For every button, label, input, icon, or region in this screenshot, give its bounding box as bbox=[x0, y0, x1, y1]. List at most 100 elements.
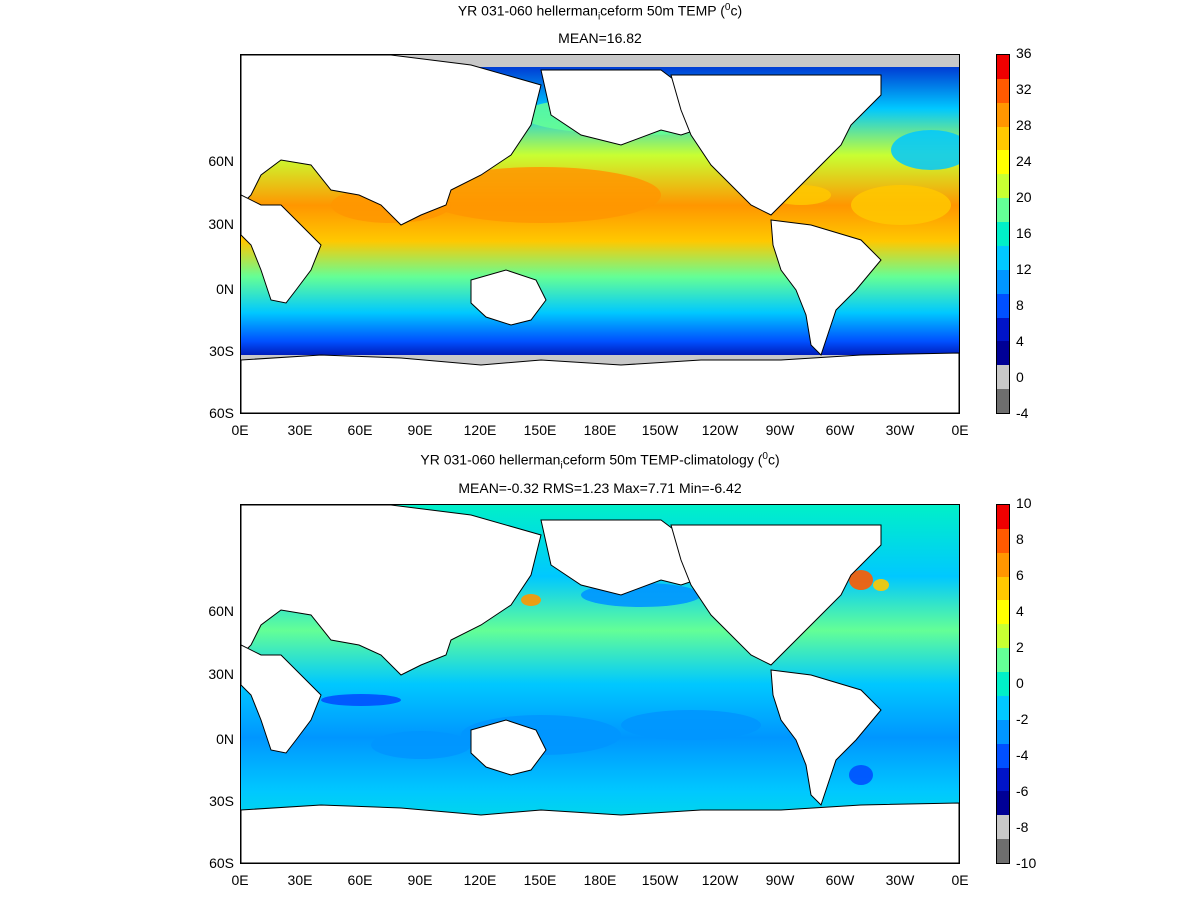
colorbar-segment bbox=[997, 317, 1009, 342]
colorbar-tick-label: 6 bbox=[1016, 567, 1024, 583]
anomaly-blob bbox=[521, 594, 541, 606]
x-tick-label: 90W bbox=[765, 422, 795, 438]
x-tick-label: 30W bbox=[885, 422, 915, 438]
top-map-title: YR 031-060 hellermaniceform 50m TEMP (0c… bbox=[0, 2, 1200, 22]
land-mass bbox=[241, 352, 959, 413]
colorbar-tick-label: 28 bbox=[1016, 117, 1032, 133]
colorbar-tick-label: 0 bbox=[1016, 369, 1024, 385]
x-tick-label: 150E bbox=[523, 872, 557, 888]
colorbar-tick-label: 20 bbox=[1016, 189, 1032, 205]
x-tick-label: 60E bbox=[347, 872, 373, 888]
x-tick-label: 60E bbox=[347, 422, 373, 438]
anomaly-blob bbox=[621, 710, 761, 740]
x-tick-label: 90E bbox=[407, 872, 433, 888]
colorbar-tick-label: 24 bbox=[1016, 153, 1032, 169]
y-tick-label: 0N bbox=[216, 731, 234, 747]
x-tick-label: 150E bbox=[523, 422, 557, 438]
temperature-blob bbox=[421, 167, 661, 223]
x-tick-label: 90E bbox=[407, 422, 433, 438]
top-map-svg bbox=[241, 55, 959, 413]
colorbar-tick-label: 12 bbox=[1016, 261, 1032, 277]
colorbar-segment bbox=[997, 791, 1009, 816]
colorbar-tick-label: -4 bbox=[1016, 405, 1029, 421]
temperature-blob bbox=[851, 185, 951, 225]
title-text: YR 031-060 hellerman bbox=[420, 451, 561, 468]
anomaly-blob bbox=[321, 694, 401, 706]
land-mass bbox=[241, 802, 959, 863]
top-map-panel bbox=[240, 54, 960, 414]
title-text: c) bbox=[767, 451, 780, 468]
colorbar-tick-label: 36 bbox=[1016, 45, 1032, 61]
colorbar-segment bbox=[997, 389, 1009, 414]
land-mass bbox=[241, 194, 322, 304]
colorbar-segment bbox=[997, 624, 1009, 649]
land-mass bbox=[241, 55, 542, 226]
x-tick-label: 30W bbox=[885, 872, 915, 888]
land-mass bbox=[770, 669, 882, 806]
colorbar-segment bbox=[997, 695, 1009, 721]
colorbar-tick-label: 10 bbox=[1016, 495, 1032, 511]
title-text: YR 031-060 hellerman bbox=[457, 2, 598, 19]
anomaly-blob bbox=[371, 731, 471, 759]
title-subscript: i bbox=[597, 11, 601, 23]
colorbar-segment bbox=[997, 269, 1009, 295]
y-tick-label: 60S bbox=[209, 405, 234, 421]
x-tick-label: 120E bbox=[463, 872, 497, 888]
colorbar-tick-label: 32 bbox=[1016, 81, 1032, 97]
land-mass bbox=[241, 644, 322, 754]
colorbar-segment bbox=[997, 126, 1009, 151]
land-mass bbox=[470, 719, 547, 776]
y-tick-label: 60N bbox=[208, 153, 234, 169]
colorbar-tick-label: 4 bbox=[1016, 333, 1024, 349]
colorbar-segment bbox=[997, 505, 1009, 530]
top-map-stats: MEAN=16.82 bbox=[558, 30, 642, 46]
x-tick-label: 180E bbox=[583, 872, 617, 888]
colorbar-tick-label: -4 bbox=[1016, 747, 1029, 763]
x-tick-label: 150W bbox=[641, 422, 679, 438]
land-mass bbox=[470, 269, 547, 326]
x-tick-label: 90W bbox=[765, 872, 795, 888]
y-tick-label: 60S bbox=[209, 855, 234, 871]
colorbar-tick-label: 2 bbox=[1016, 639, 1024, 655]
colorbar-segment bbox=[997, 222, 1009, 247]
title-superscript: 0 bbox=[762, 451, 768, 462]
x-tick-label: 0E bbox=[951, 422, 969, 438]
y-tick-label: 30N bbox=[208, 666, 234, 682]
colorbar-segment bbox=[997, 78, 1009, 104]
land-mass bbox=[241, 505, 542, 676]
y-tick-label: 30N bbox=[208, 216, 234, 232]
colorbar-segment bbox=[997, 815, 1009, 840]
colorbar-tick-label: 4 bbox=[1016, 603, 1024, 619]
land-mass bbox=[670, 74, 882, 216]
x-tick-label: 120W bbox=[701, 422, 739, 438]
x-tick-label: 60W bbox=[825, 872, 855, 888]
colorbar-tick-label: -10 bbox=[1016, 855, 1037, 871]
colorbar-segment bbox=[997, 719, 1009, 745]
land-mass bbox=[770, 219, 882, 356]
colorbar-tick-label: -6 bbox=[1016, 783, 1029, 799]
colorbar-segment bbox=[997, 552, 1009, 578]
anomaly-blob bbox=[873, 579, 889, 591]
title-superscript: 0 bbox=[724, 2, 731, 13]
colorbar-segment bbox=[997, 672, 1009, 697]
top-colorbar bbox=[996, 54, 1010, 414]
colorbar-segment bbox=[997, 839, 1009, 864]
temperature-blob bbox=[891, 130, 959, 170]
anomaly-blob bbox=[849, 765, 873, 785]
colorbar-segment bbox=[997, 293, 1009, 319]
colorbar-segment bbox=[997, 245, 1009, 271]
title-text: c) bbox=[730, 2, 743, 19]
x-tick-label: 0E bbox=[231, 422, 249, 438]
colorbar-tick-label: 0 bbox=[1016, 675, 1024, 691]
colorbar-segment bbox=[997, 341, 1009, 366]
title-text: ceform 50m TEMP ( bbox=[600, 2, 725, 19]
colorbar-tick-label: 16 bbox=[1016, 225, 1032, 241]
colorbar-segment bbox=[997, 648, 1009, 673]
colorbar-tick-label: -8 bbox=[1016, 819, 1029, 835]
y-tick-label: 30S bbox=[209, 793, 234, 809]
bottom-map-stats: MEAN=-0.32 RMS=1.23 Max=7.71 Min=-6.42 bbox=[458, 480, 742, 496]
y-tick-label: 0N bbox=[216, 281, 234, 297]
colorbar-segment bbox=[997, 365, 1009, 390]
colorbar-segment bbox=[997, 743, 1009, 769]
bottom-map-svg bbox=[241, 505, 959, 863]
